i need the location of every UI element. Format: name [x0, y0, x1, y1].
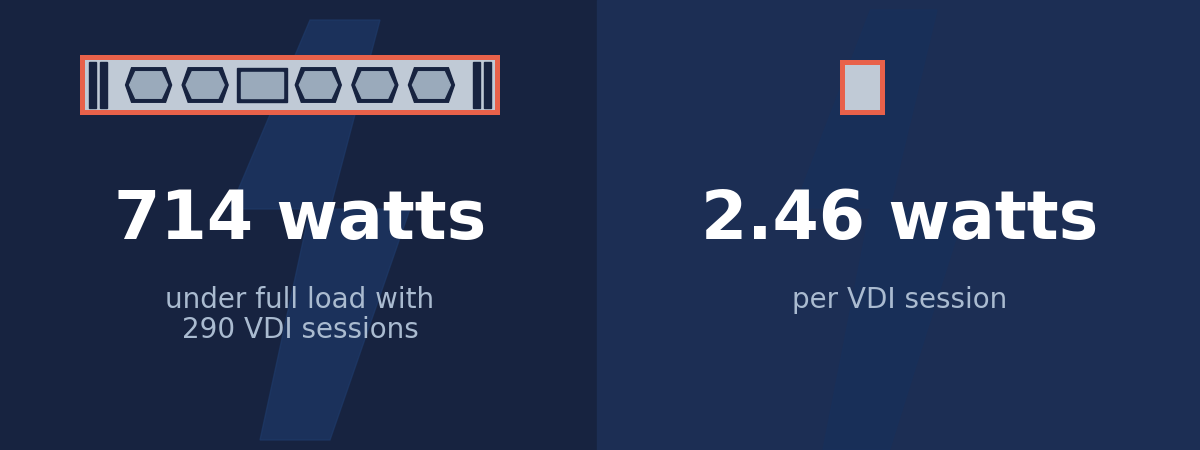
Bar — [840, 60, 886, 115]
Bar — [484, 62, 491, 108]
Polygon shape — [130, 72, 168, 98]
Text: 2.46 watts: 2.46 watts — [701, 187, 1099, 253]
Bar — [80, 55, 500, 115]
Bar — [85, 60, 496, 110]
Bar — [241, 72, 283, 98]
Text: 714 watts: 714 watts — [114, 187, 486, 253]
Bar — [100, 62, 107, 108]
Polygon shape — [295, 68, 341, 102]
Polygon shape — [794, 10, 966, 450]
Bar — [598, 0, 1200, 450]
Bar — [89, 62, 96, 108]
Polygon shape — [182, 68, 228, 102]
Text: 290 VDI sessions: 290 VDI sessions — [181, 316, 419, 344]
Bar — [473, 62, 480, 108]
Bar — [845, 65, 880, 110]
Polygon shape — [356, 72, 394, 98]
Polygon shape — [126, 68, 172, 102]
Polygon shape — [230, 20, 410, 440]
Polygon shape — [408, 68, 455, 102]
Text: under full load with: under full load with — [166, 286, 434, 314]
Bar — [236, 68, 287, 102]
Polygon shape — [186, 72, 224, 98]
Text: per VDI session: per VDI session — [792, 286, 1008, 314]
Bar — [0, 0, 598, 450]
Polygon shape — [352, 68, 398, 102]
Polygon shape — [299, 72, 337, 98]
Polygon shape — [413, 72, 450, 98]
